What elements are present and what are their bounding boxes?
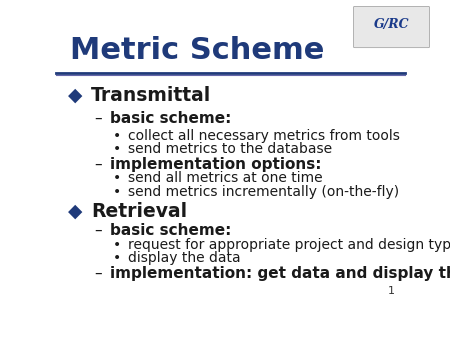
- Text: •: •: [113, 171, 122, 186]
- Text: send all metrics at one time: send all metrics at one time: [128, 171, 322, 186]
- Text: •: •: [113, 251, 122, 265]
- Text: send metrics to the database: send metrics to the database: [128, 142, 332, 155]
- Text: –: –: [94, 223, 102, 238]
- Text: implementation: get data and display them: implementation: get data and display the…: [110, 266, 450, 281]
- Text: collect all necessary metrics from tools: collect all necessary metrics from tools: [128, 128, 400, 143]
- Text: ◆: ◆: [68, 201, 83, 220]
- Text: Transmittal: Transmittal: [91, 86, 212, 105]
- Text: –: –: [94, 157, 102, 172]
- FancyBboxPatch shape: [353, 6, 430, 48]
- Text: •: •: [113, 142, 122, 155]
- Text: Metric Scheme: Metric Scheme: [70, 36, 324, 65]
- Text: request for appropriate project and design type: request for appropriate project and desi…: [128, 238, 450, 252]
- Text: implementation options:: implementation options:: [110, 157, 322, 172]
- Text: –: –: [94, 111, 102, 126]
- Text: G/RC: G/RC: [374, 18, 410, 31]
- Text: display the data: display the data: [128, 251, 240, 265]
- Text: •: •: [113, 238, 122, 252]
- Text: basic scheme:: basic scheme:: [110, 111, 232, 126]
- Text: •: •: [113, 185, 122, 198]
- Text: –: –: [94, 266, 102, 281]
- Text: 1: 1: [387, 286, 395, 296]
- Text: basic scheme:: basic scheme:: [110, 223, 232, 238]
- Text: Retrieval: Retrieval: [91, 201, 187, 220]
- Text: •: •: [113, 128, 122, 143]
- Text: send metrics incrementally (on-the-fly): send metrics incrementally (on-the-fly): [128, 185, 399, 198]
- Text: ◆: ◆: [68, 86, 83, 105]
